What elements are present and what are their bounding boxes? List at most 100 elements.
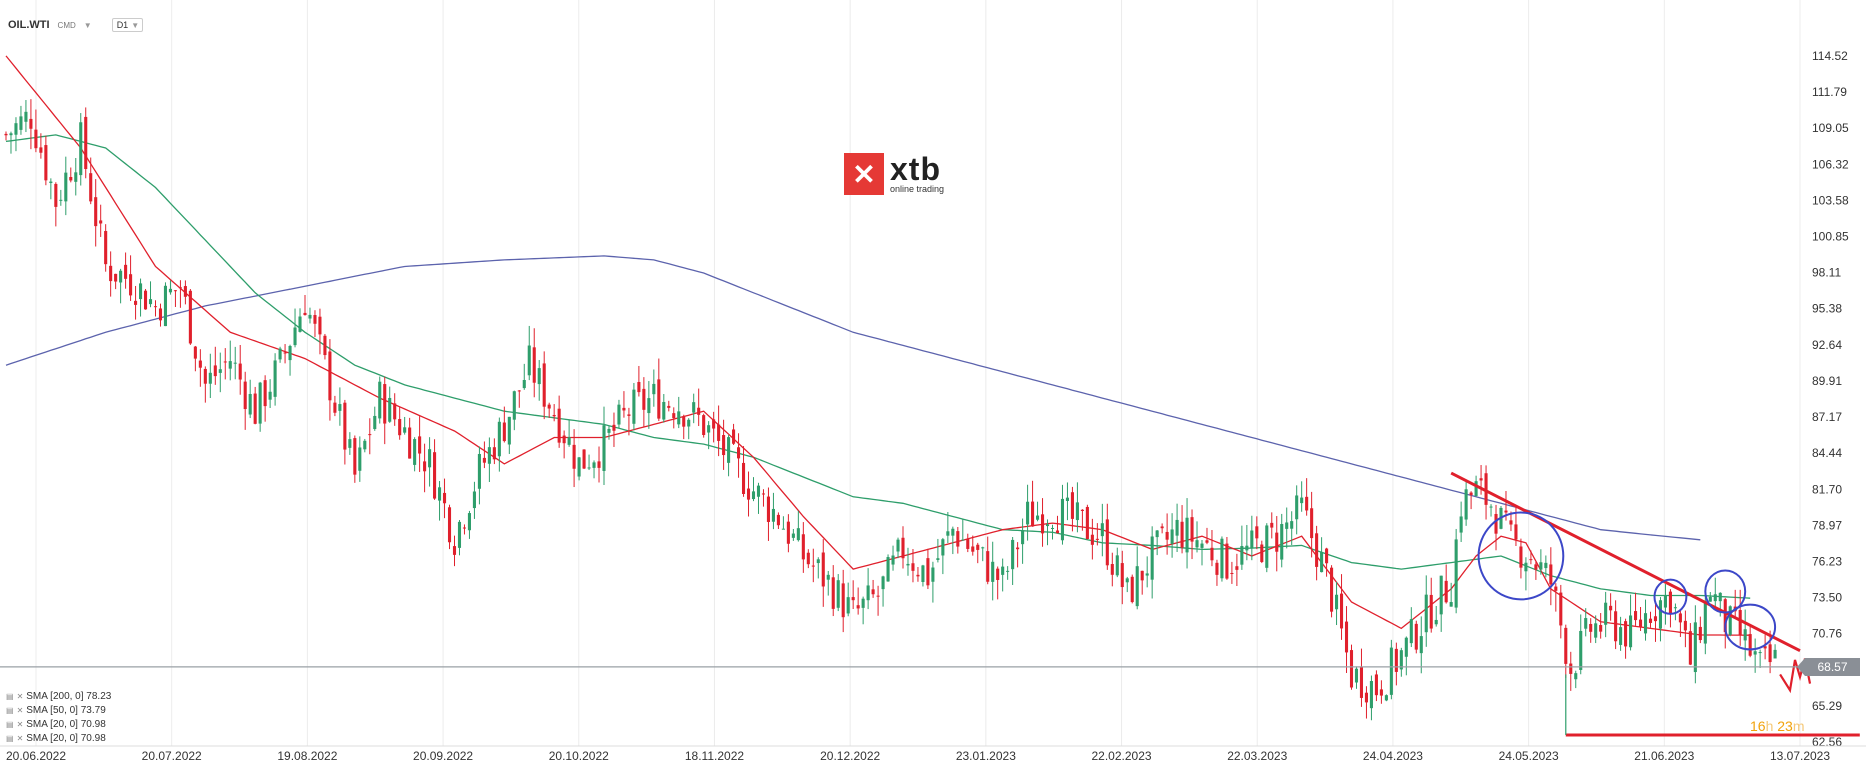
candle	[467, 510, 471, 539]
x-tick-label: 21.06.2023	[1634, 749, 1694, 763]
candle-body	[761, 493, 766, 495]
candle	[1708, 592, 1712, 602]
candle	[632, 382, 636, 431]
candle-body	[1011, 539, 1015, 570]
candle-body	[403, 427, 407, 433]
y-axis: 114.52 111.79 109.05 106.32 103.58 100.85 98.1…	[1812, 49, 1849, 749]
timeframe-select[interactable]: D1 ▼	[111, 18, 144, 32]
candle-body	[1579, 630, 1583, 670]
candle-body	[1080, 509, 1084, 511]
x-tick-label: 24.04.2023	[1363, 749, 1423, 763]
legend-item[interactable]: ▤ ✕ SMA [50, 0] 73.79	[6, 704, 111, 718]
candle	[198, 349, 202, 387]
legend-item[interactable]: ▤ ✕ SMA [200, 0] 78.23	[6, 690, 111, 704]
candle	[1434, 605, 1438, 627]
legend-item[interactable]: ▤ ✕ SMA [20, 0] 70.98	[6, 718, 111, 732]
candle-body	[1250, 530, 1254, 549]
candle-body	[512, 391, 516, 420]
candle-body	[607, 428, 611, 433]
settings-icon[interactable]: ▤	[6, 734, 14, 743]
candle-body	[193, 346, 197, 359]
candle	[228, 340, 232, 381]
symbol-label[interactable]: OIL.WTI	[8, 19, 50, 31]
legend-item[interactable]: ▤ ✕ SMA [20, 0] 70.98	[6, 732, 111, 746]
candle	[1554, 583, 1558, 612]
y-tick-label: 70.76	[1812, 627, 1842, 641]
candle	[183, 280, 187, 305]
candle-body	[24, 111, 28, 122]
candle	[1325, 547, 1329, 577]
candle	[981, 546, 985, 562]
candle	[697, 388, 701, 427]
candle	[771, 492, 775, 530]
candle	[1120, 550, 1124, 605]
settings-icon[interactable]: ▤	[6, 706, 14, 715]
legend-label: SMA [20, 0] 70.98	[26, 719, 106, 730]
settings-icon[interactable]: ▤	[6, 720, 14, 729]
candle-body	[1180, 521, 1184, 548]
annotation-circle	[1477, 511, 1565, 601]
candle	[283, 344, 287, 364]
candle	[861, 596, 865, 625]
close-icon[interactable]: ✕	[16, 734, 24, 743]
candle	[1733, 589, 1737, 619]
candle	[796, 510, 800, 542]
candle-body	[129, 274, 133, 296]
x-tick-label: 20.07.2022	[142, 749, 202, 763]
close-icon[interactable]: ✕	[16, 692, 24, 701]
candle	[1574, 670, 1578, 689]
candle	[208, 353, 212, 399]
candle-body	[348, 439, 352, 448]
candle	[1429, 577, 1433, 633]
candle	[1768, 630, 1772, 674]
sma-200-line	[5, 255, 1701, 541]
candle-body	[861, 598, 865, 608]
candle	[1040, 498, 1045, 547]
candle-body	[981, 547, 985, 549]
candle	[886, 554, 890, 582]
candle-body	[1404, 637, 1408, 657]
y-tick-label: 87.17	[1812, 410, 1842, 424]
candle	[104, 224, 108, 272]
candle	[1374, 670, 1378, 702]
close-icon[interactable]: ✕	[16, 720, 24, 729]
candle-body	[717, 424, 721, 441]
settings-icon[interactable]: ▤	[6, 692, 14, 701]
candle	[1220, 536, 1224, 582]
candle-body	[642, 388, 646, 410]
candle-body	[173, 290, 177, 292]
candle	[462, 524, 467, 535]
candle	[672, 407, 676, 429]
candle-body	[1449, 602, 1453, 607]
candle-body	[1140, 570, 1144, 581]
candle	[1240, 525, 1244, 570]
x-tick-label: 20.10.2022	[549, 749, 609, 763]
timer-minutes-unit: m	[1792, 718, 1805, 734]
close-icon[interactable]: ✕	[16, 706, 24, 715]
candle	[1454, 528, 1458, 614]
candle	[1763, 634, 1767, 660]
candle-body	[477, 453, 481, 489]
candle	[901, 526, 905, 569]
candle-body	[1001, 566, 1005, 575]
candle-body	[687, 419, 691, 427]
candle	[602, 406, 606, 485]
candle-body	[707, 425, 711, 433]
candle	[1165, 513, 1169, 555]
candle	[1758, 649, 1762, 668]
candle-body	[796, 528, 800, 541]
candle	[916, 567, 920, 582]
candle	[54, 182, 58, 227]
candle-body	[104, 230, 108, 265]
candle	[69, 167, 73, 183]
candle	[1344, 606, 1349, 673]
candle-body	[363, 440, 367, 450]
candle-body	[1339, 593, 1344, 629]
chevron-down-icon[interactable]: ▼	[83, 20, 92, 30]
candle-body	[208, 372, 212, 384]
candle-body	[198, 360, 202, 368]
candle-body	[428, 449, 432, 468]
candle	[1265, 523, 1269, 573]
candle-body	[1454, 539, 1458, 608]
